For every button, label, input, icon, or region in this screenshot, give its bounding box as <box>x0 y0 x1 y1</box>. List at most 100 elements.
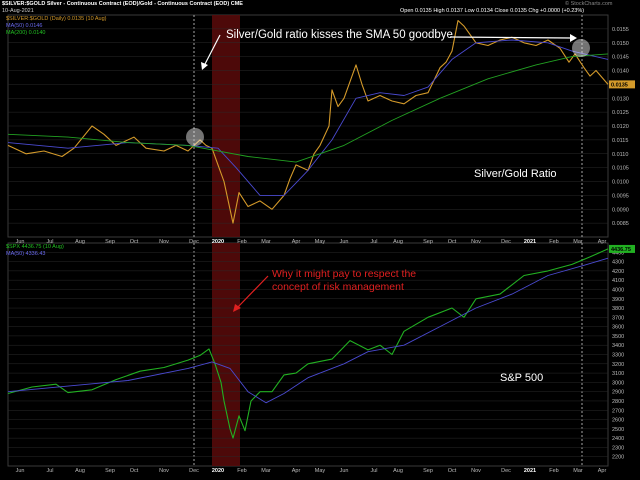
y-tick-label-1-15: 2900 <box>612 390 624 396</box>
y-tick-label-1-11: 3300 <box>612 353 624 359</box>
last-value-tag-1 <box>609 244 635 253</box>
x-tick-label-0-3: Sep <box>105 239 115 245</box>
x-tick-label-1-21: Mar <box>573 468 583 474</box>
y-tick-label-0-14: 0.0085 <box>612 221 629 227</box>
x-tick-label-1-12: Jun <box>340 468 349 474</box>
x-tick-label-1-15: Sep <box>423 468 433 474</box>
legend-ratio: $SILVER:$GOLD (Daily) 0.0135 (10 Aug) <box>6 16 107 22</box>
x-tick-label-0-16: Oct <box>448 239 457 245</box>
x-tick-label-0-0: Jun <box>16 239 25 245</box>
touch-circle-right <box>572 39 590 57</box>
y-tick-label-1-5: 3900 <box>612 297 624 303</box>
y-tick-label-0-0: 0.0155 <box>612 27 629 33</box>
y-tick-label-1-0: 4400 <box>612 250 624 256</box>
x-tick-label-0-12: Jun <box>340 239 349 245</box>
series-line-0-2 <box>7 53 609 163</box>
legend-ma50-top: MA(50) 0.0146 <box>6 23 43 29</box>
y-tick-label-0-7: 0.0120 <box>612 124 629 130</box>
x-tick-label-0-21: Mar <box>573 239 583 245</box>
legend-ma200-top: MA(200) 0.0140 <box>6 30 46 36</box>
x-tick-label-1-16: Oct <box>448 468 457 474</box>
x-tick-label-0-4: Oct <box>130 239 139 245</box>
last-value-label-0: 0.0135 <box>611 83 628 89</box>
arrow-left-shaft <box>203 34 221 67</box>
arrow-right-shaft <box>449 36 573 39</box>
x-tick-label-0-7: 2020 <box>212 239 224 245</box>
y-tick-label-1-9: 3500 <box>612 334 624 340</box>
y-tick-label-0-13: 0.0090 <box>612 207 629 213</box>
x-tick-label-1-7: 2020 <box>212 468 224 474</box>
y-tick-label-1-2: 4200 <box>612 269 624 275</box>
annotation-top: Silver/Gold ratio kisses the SMA 50 good… <box>226 29 453 41</box>
x-tick-label-1-17: Nov <box>471 468 481 474</box>
x-tick-label-1-13: Jul <box>370 468 377 474</box>
x-tick-label-0-20: Feb <box>549 239 558 245</box>
x-tick-label-1-22: Apr <box>598 468 607 474</box>
y-tick-label-1-12: 3200 <box>612 362 624 368</box>
x-tick-label-1-6: Dec <box>189 468 199 474</box>
x-tick-label-0-18: Dec <box>501 239 511 245</box>
x-tick-label-0-6: Dec <box>189 239 199 245</box>
label-sp500: S&P 500 <box>500 372 544 384</box>
y-tick-label-1-17: 2700 <box>612 408 624 414</box>
y-tick-label-1-10: 3400 <box>612 343 624 349</box>
x-tick-label-1-1: Jul <box>46 468 53 474</box>
x-tick-label-1-10: Apr <box>292 468 301 474</box>
x-tick-label-1-20: Feb <box>549 468 558 474</box>
x-tick-label-1-8: Feb <box>237 468 246 474</box>
x-tick-label-1-5: Nov <box>159 468 169 474</box>
x-tick-label-0-2: Aug <box>75 239 85 245</box>
arrow-red-head <box>233 304 241 312</box>
y-tick-label-0-5: 0.0130 <box>612 96 629 102</box>
x-tick-label-0-17: Nov <box>471 239 481 245</box>
arrow-right-head <box>570 34 577 42</box>
x-tick-label-0-15: Sep <box>423 239 433 245</box>
x-tick-label-1-4: Oct <box>130 468 139 474</box>
series-line-0-0 <box>7 19 609 224</box>
x-tick-label-1-0: Jun <box>16 468 25 474</box>
x-tick-label-0-14: Aug <box>393 239 403 245</box>
y-tick-label-1-3: 4100 <box>612 278 624 284</box>
quote-line: Open 0.0135 High 0.0137 Low 0.0134 Close… <box>400 8 585 14</box>
x-tick-label-0-8: Feb <box>237 239 246 245</box>
x-tick-label-0-9: Mar <box>261 239 271 245</box>
y-tick-label-1-20: 2400 <box>612 436 624 442</box>
x-tick-label-0-19: 2021 <box>524 239 536 245</box>
x-tick-label-0-11: May <box>315 239 326 245</box>
annotation-bottom: Why it might pay to respect the concept … <box>272 268 417 293</box>
x-tick-label-0-5: Nov <box>159 239 169 245</box>
y-tick-label-0-9: 0.0110 <box>612 152 628 158</box>
y-tick-label-0-3: 0.0140 <box>612 69 629 75</box>
y-tick-label-1-1: 4300 <box>612 260 624 266</box>
x-tick-label-1-11: May <box>315 468 326 474</box>
watermark: © StockCharts.com <box>565 1 613 7</box>
series-line-1-0 <box>7 248 609 439</box>
chart-date: 10-Aug-2021 <box>2 8 34 14</box>
y-tick-label-0-1: 0.0150 <box>612 41 629 47</box>
x-tick-label-0-22: Apr <box>598 239 607 245</box>
legend-spx: $SPX 4436.75 (10 Aug) <box>6 244 64 250</box>
y-tick-label-1-6: 3800 <box>612 306 624 312</box>
arrow-red-shaft <box>236 275 269 309</box>
y-tick-label-1-18: 2600 <box>612 418 624 424</box>
x-tick-label-1-18: Dec <box>501 468 511 474</box>
chart-title: $SILVER:$GOLD Silver - Continuous Contra… <box>2 1 243 7</box>
last-value-label-1: 4436.75 <box>611 247 631 253</box>
y-tick-label-1-13: 3100 <box>612 371 624 377</box>
y-tick-label-0-8: 0.0115 <box>612 138 628 144</box>
x-tick-label-1-19: 2021 <box>524 468 536 474</box>
y-tick-label-1-14: 3000 <box>612 380 624 386</box>
x-tick-label-0-13: Jul <box>370 239 377 245</box>
y-tick-label-1-8: 3600 <box>612 325 624 331</box>
touch-circle-left <box>186 128 204 146</box>
y-tick-label-0-6: 0.0125 <box>612 110 629 116</box>
x-tick-label-0-1: Jul <box>46 239 53 245</box>
y-tick-label-1-22: 2200 <box>612 455 624 461</box>
y-tick-label-1-21: 2300 <box>612 445 624 451</box>
y-tick-label-1-16: 2800 <box>612 399 624 405</box>
legend-ma50-bottom: MA(50) 4336.43 <box>6 251 46 257</box>
x-tick-label-0-10: Apr <box>292 239 301 245</box>
y-tick-label-0-10: 0.0105 <box>612 166 629 172</box>
